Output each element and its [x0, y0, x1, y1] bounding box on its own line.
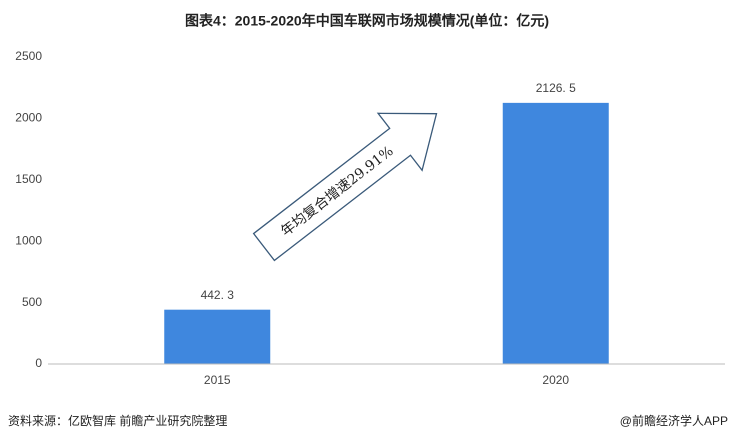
- credit: @前瞻经济学人APP: [620, 413, 728, 428]
- arrow-shape: [252, 112, 438, 262]
- value-label: 442. 3: [201, 288, 235, 302]
- y-tick-label: 500: [22, 295, 42, 309]
- y-tick-label: 1000: [15, 233, 42, 247]
- growth-arrow: 年均复合增速29.91%: [252, 112, 438, 262]
- chart-title: 图表4：2015-2020年中国车联网市场规模情况(单位：亿元): [185, 13, 549, 29]
- x-tick-label: 2020: [542, 373, 569, 387]
- value-label: 2126. 5: [536, 81, 576, 95]
- y-tick-label: 2500: [15, 49, 42, 63]
- annotation: 年均复合增速29.91%: [278, 142, 397, 239]
- y-tick-label: 1500: [15, 172, 42, 186]
- bar: [502, 102, 609, 365]
- bar: [164, 309, 271, 364]
- source: 资料来源：亿欧智库 前瞻产业研究院整理: [8, 413, 227, 428]
- y-tick-label: 0: [35, 356, 42, 370]
- y-tick-label: 2000: [15, 111, 42, 125]
- x-tick-label: 2015: [204, 373, 231, 387]
